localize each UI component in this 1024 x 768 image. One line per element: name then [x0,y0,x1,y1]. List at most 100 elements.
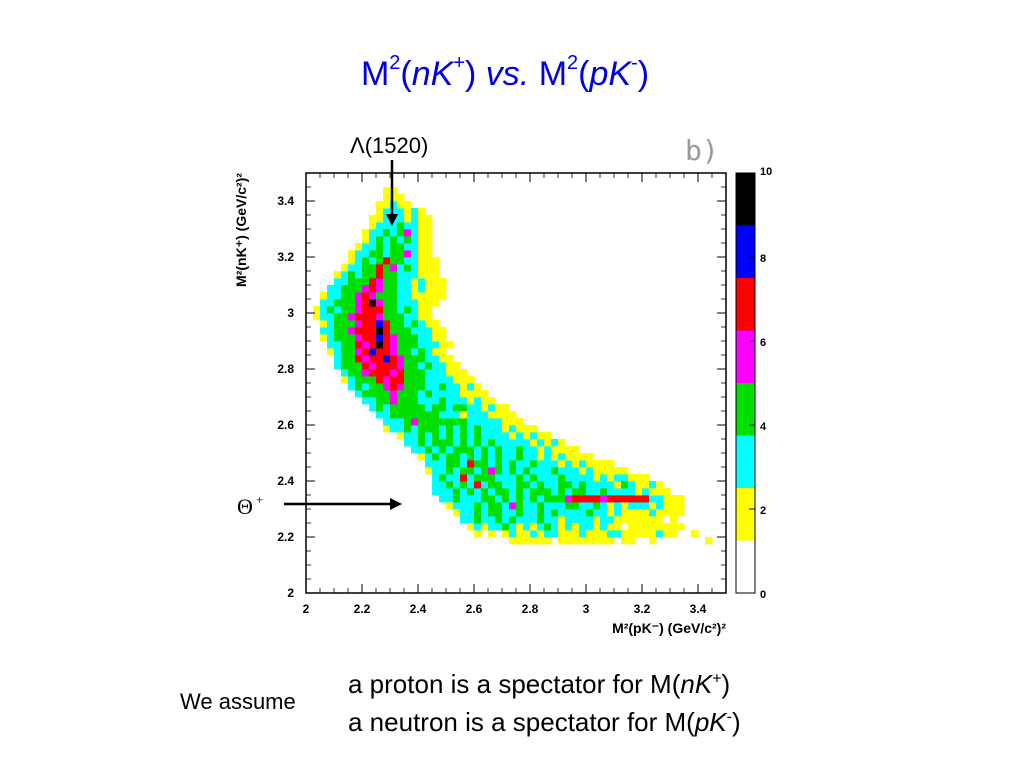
heatmap-cell [460,376,468,384]
heatmap-cell [341,271,349,279]
heatmap-cell [453,404,461,412]
heatmap-cell [446,467,454,475]
x-tick-label: 2.4 [410,602,427,616]
heatmap-cell [614,502,622,510]
heatmap-cell [446,488,454,496]
line2-pk: pK [694,707,727,737]
line1-sup: + [712,670,722,688]
heatmap-cell [369,243,377,251]
heatmap-cell [446,341,454,349]
heatmap-cell [397,327,405,335]
heatmap-cell [579,488,587,496]
heatmap-cell [320,327,328,335]
heatmap-cell [383,292,391,300]
heatmap-cell [376,334,384,342]
heatmap-cell [404,271,412,279]
heatmap-cell [439,397,447,405]
heatmap-cell [404,299,412,307]
heatmap-cell [481,509,489,517]
heatmap-cell [446,502,454,510]
heatmap-cell [523,481,531,489]
heatmap-cell [460,446,468,454]
heatmap-cell [362,285,370,293]
heatmap-cell [453,411,461,419]
heatmap-cell [558,530,566,538]
heatmap-cell [334,320,342,328]
heatmap-cell [502,425,510,433]
heatmap-cell [530,509,538,517]
slide-title: M2(nK+) vs. M2(pK-) [0,52,1010,96]
heatmap-cell [362,243,370,251]
heatmap-cell [369,271,377,279]
y-tick-label: 3 [287,306,294,320]
heatmap-cell [495,481,503,489]
heatmap-cell [523,516,531,524]
heatmap-cell [495,453,503,461]
heatmap-cell [376,369,384,377]
heatmap-cell [390,418,398,426]
heatmap-cell [453,432,461,440]
heatmap-cell [446,397,454,405]
heatmap-cell [425,271,433,279]
heatmap-cell [453,446,461,454]
title-paren3: ( [578,55,590,93]
heatmap-cell [425,453,433,461]
heatmap-cell [397,348,405,356]
heatmap-cell [530,446,538,454]
heatmap-cell [586,460,594,468]
heatmap-cell [397,432,405,440]
heatmap-cell [425,306,433,314]
heatmap-cell [509,474,517,482]
heatmap-cell [411,271,419,279]
heatmap-cell [439,285,447,293]
heatmap-cell [397,201,405,209]
heatmap-cell [509,425,517,433]
heatmap-cell [425,432,433,440]
heatmap-cell [530,516,538,524]
heatmap-cell [432,397,440,405]
heatmap-cell [446,432,454,440]
heatmap-cell [642,495,650,503]
heatmap-cell [474,383,482,391]
heatmap-cell [432,320,440,328]
heatmap-cell [425,369,433,377]
heatmap-cell [432,474,440,482]
heatmap-cell [509,516,517,524]
heatmap-cell [460,502,468,510]
heatmap-cell [376,320,384,328]
heatmap-cell [628,516,636,524]
heatmap-cell [600,460,608,468]
heatmap-cell [439,495,447,503]
heatmap-cell [670,509,678,517]
heatmap-cell [383,320,391,328]
heatmap-cell [544,446,552,454]
heatmap-cell [565,460,573,468]
heatmap-cell [551,446,559,454]
heatmap-cell [635,481,643,489]
colorbar-segment [736,435,755,488]
heatmap-cell [446,355,454,363]
heatmap-cell [544,516,552,524]
heatmap-cell [411,341,419,349]
heatmap-cell [432,383,440,391]
heatmap-cell [642,509,650,517]
heatmap-cell [523,537,531,545]
heatmap-cell [502,453,510,461]
heatmap-cell [383,425,391,433]
heatmap-cell [446,404,454,412]
heatmap-cell [614,481,622,489]
heatmap-cell [544,502,552,510]
heatmap-cell [390,299,398,307]
heatmap-cell [383,187,391,195]
heatmap-cell [635,495,643,503]
heatmap-cell [565,488,573,496]
heatmap-cell [467,404,475,412]
heatmap-cell [334,285,342,293]
heatmap-cell [425,243,433,251]
heatmap-cell [390,243,398,251]
heatmap-cell [558,460,566,468]
heatmap-cell [411,285,419,293]
heatmap-cell [383,264,391,272]
heatmap-cell [558,495,566,503]
heatmap-cell [593,495,601,503]
